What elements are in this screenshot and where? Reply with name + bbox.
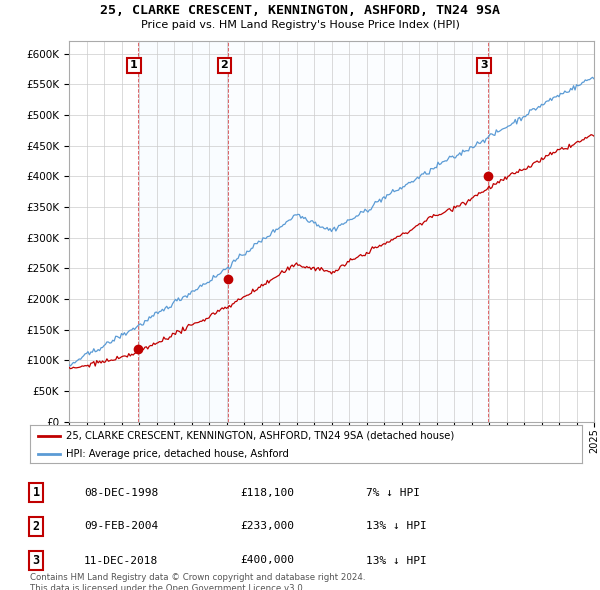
Bar (137, 41, 228, 422)
Text: £118,100: £118,100 (240, 488, 294, 497)
Text: £400,000: £400,000 (240, 556, 294, 565)
Text: £233,000: £233,000 (240, 522, 294, 531)
Text: 25, CLARKE CRESCENT, KENNINGTON, ASHFORD, TN24 9SA (detached house): 25, CLARKE CRESCENT, KENNINGTON, ASHFORD… (66, 431, 454, 441)
Bar (228, 41, 488, 422)
Text: Price paid vs. HM Land Registry's House Price Index (HPI): Price paid vs. HM Land Registry's House … (140, 20, 460, 30)
Text: 3: 3 (32, 554, 40, 567)
Text: 3: 3 (480, 60, 488, 70)
Text: 1: 1 (130, 60, 138, 70)
Text: Contains HM Land Registry data © Crown copyright and database right 2024.
This d: Contains HM Land Registry data © Crown c… (30, 573, 365, 590)
Text: 2: 2 (221, 60, 229, 70)
Text: 13% ↓ HPI: 13% ↓ HPI (366, 522, 427, 531)
Text: 09-FEB-2004: 09-FEB-2004 (84, 522, 158, 531)
Text: 11-DEC-2018: 11-DEC-2018 (84, 556, 158, 565)
Text: 1: 1 (32, 486, 40, 499)
Text: 25, CLARKE CRESCENT, KENNINGTON, ASHFORD, TN24 9SA: 25, CLARKE CRESCENT, KENNINGTON, ASHFORD… (100, 4, 500, 17)
Text: 08-DEC-1998: 08-DEC-1998 (84, 488, 158, 497)
Text: 13% ↓ HPI: 13% ↓ HPI (366, 556, 427, 565)
Text: 7% ↓ HPI: 7% ↓ HPI (366, 488, 420, 497)
Text: 2: 2 (32, 520, 40, 533)
Text: HPI: Average price, detached house, Ashford: HPI: Average price, detached house, Ashf… (66, 448, 289, 458)
